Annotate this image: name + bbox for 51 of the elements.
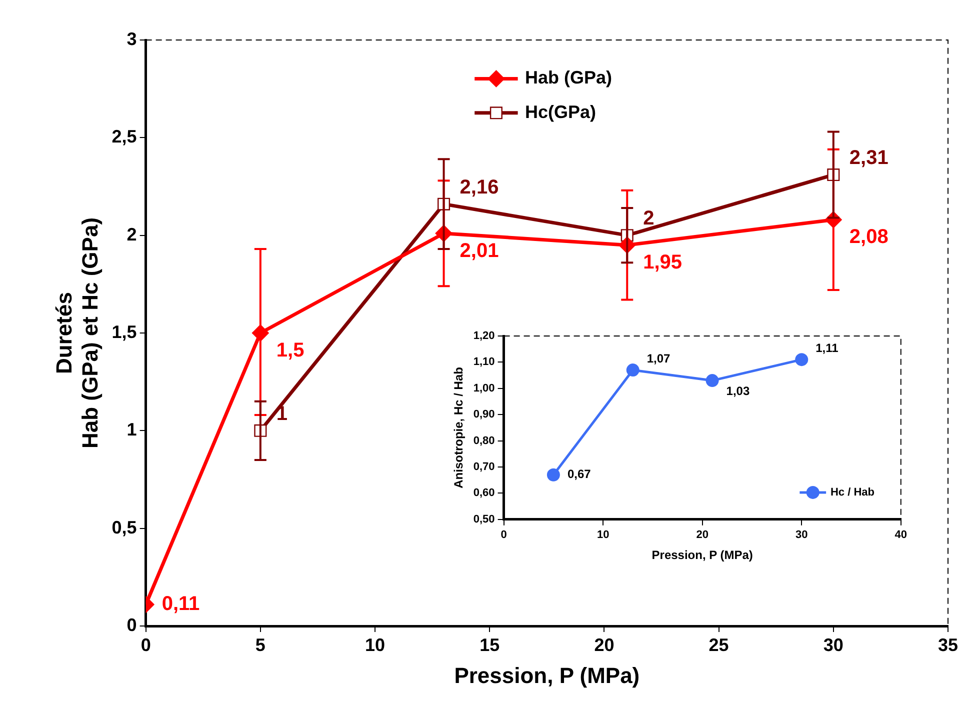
y-tick-label: 1,20 — [473, 330, 495, 342]
x-axis-title: Pression, P (MPa) — [652, 548, 753, 562]
data-label: 1,07 — [646, 351, 671, 366]
y-tick-label: 2,5 — [112, 126, 137, 147]
y-tick-label: 0 — [126, 614, 137, 635]
x-tick-label: 20 — [594, 634, 614, 655]
data-label: 2,31 — [849, 147, 888, 170]
y-tick-label: 0,90 — [473, 408, 495, 421]
point — [795, 353, 808, 366]
x-tick-label: 30 — [823, 634, 844, 655]
y-tick-label: 1,5 — [112, 322, 137, 342]
x-tick-label: 0 — [140, 634, 151, 655]
y-axis-title: Anisotropie, Hc / Hab — [452, 367, 466, 488]
data-label: 1,03 — [726, 384, 750, 398]
y-tick-label: 2 — [126, 224, 137, 244]
y-tick-label: 1 — [126, 420, 137, 440]
x-tick-label: 25 — [708, 634, 729, 655]
y-tick-label: 0,70 — [473, 461, 495, 474]
y-tick-label: 1,10 — [473, 356, 495, 368]
point — [626, 364, 640, 377]
data-label: 1,95 — [643, 252, 682, 274]
x-axis-title: Pression, P (MPa) — [454, 662, 640, 688]
legend-label: Hab (GPa) — [525, 68, 612, 88]
y-tick-label: 0,5 — [112, 517, 137, 538]
data-label: 2,16 — [460, 176, 499, 198]
x-tick-label: 15 — [480, 634, 500, 655]
x-tick-label: 5 — [255, 634, 266, 655]
data-label: 0,11 — [162, 593, 200, 616]
y-tick-label: 0,50 — [473, 513, 495, 526]
point — [706, 374, 719, 388]
data-label: 2 — [643, 208, 654, 230]
y-tick-label: 3 — [126, 28, 137, 49]
x-tick-label: 0 — [500, 529, 507, 542]
y-tick-label: 0,80 — [473, 434, 495, 447]
y-tick-label: 0,60 — [473, 487, 495, 500]
y-axis-title: Duretés Hab (GPa) et Hc (GPa) — [51, 217, 103, 449]
x-tick-label: 35 — [938, 634, 958, 655]
y-tick-label: 1,00 — [473, 382, 495, 394]
x-tick-label: 10 — [596, 529, 610, 542]
x-tick-label: 40 — [894, 529, 908, 542]
data-label: 1,5 — [276, 340, 304, 362]
x-tick-label: 20 — [696, 529, 708, 542]
data-label: 0,67 — [567, 467, 592, 482]
legend-label: Hc(GPa) — [525, 102, 596, 122]
x-tick-label: 10 — [365, 634, 386, 655]
point — [546, 468, 560, 482]
x-tick-label: 30 — [795, 529, 808, 542]
data-label: 2,08 — [849, 226, 888, 248]
legend-label: Hc / Hab — [830, 486, 875, 498]
data-label: 2,01 — [460, 240, 499, 262]
data-label: 1,11 — [816, 340, 839, 355]
